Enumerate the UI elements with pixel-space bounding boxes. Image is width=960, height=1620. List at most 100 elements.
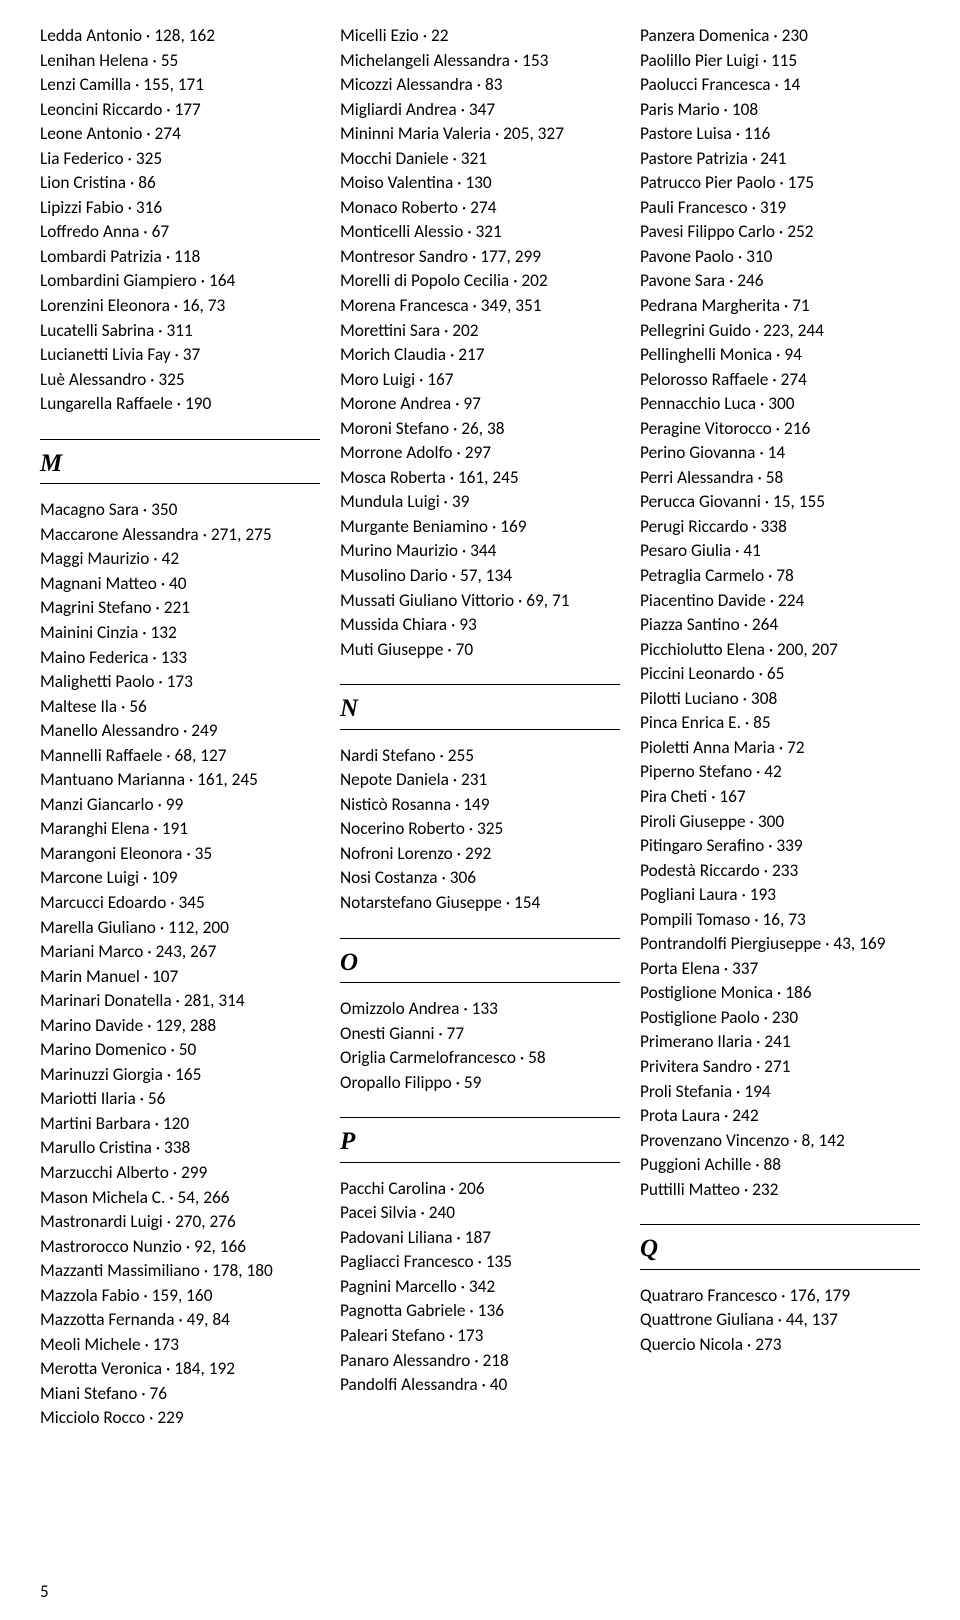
- index-entry: Muti Giuseppe · 70: [340, 638, 620, 663]
- index-entry: Maltese Ila · 56: [40, 695, 320, 720]
- index-entry: Maranghi Elena · 191: [40, 817, 320, 842]
- index-entry: Loffredo Anna · 67: [40, 220, 320, 245]
- index-entry: Perucca Giovanni · 15, 155: [640, 490, 920, 515]
- index-entry: Piacentino Davide · 224: [640, 589, 920, 614]
- index-entry: Lorenzini Eleonora · 16, 73: [40, 294, 320, 319]
- index-entry: Patrucco Pier Paolo · 175: [640, 171, 920, 196]
- index-entry: Postiglione Monica · 186: [640, 981, 920, 1006]
- index-entry: Lungarella Raffaele · 190: [40, 392, 320, 417]
- section-heading: P: [340, 1117, 620, 1163]
- section-heading: O: [340, 938, 620, 984]
- index-entry: Mussati Giuliano Vittorio · 69, 71: [340, 589, 620, 614]
- index-page: Ledda Antonio · 128, 162Lenihan Helena ·…: [0, 0, 960, 1620]
- index-entry: Marullo Cristina · 338: [40, 1136, 320, 1161]
- index-entry: Magnani Matteo · 40: [40, 572, 320, 597]
- index-entry: Marangoni Eleonora · 35: [40, 842, 320, 867]
- index-entry: Pioletti Anna Maria · 72: [640, 736, 920, 761]
- section-heading: Q: [640, 1224, 920, 1270]
- index-entry: Murino Maurizio · 344: [340, 539, 620, 564]
- index-entry: Nisticò Rosanna · 149: [340, 793, 620, 818]
- index-entry: Piperno Stefano · 42: [640, 760, 920, 785]
- index-entry: Lucatelli Sabrina · 311: [40, 319, 320, 344]
- index-entry: Pennacchio Luca · 300: [640, 392, 920, 417]
- index-entry: Petraglia Carmelo · 78: [640, 564, 920, 589]
- index-entry: Paleari Stefano · 173: [340, 1324, 620, 1349]
- index-entry: Morrone Adolfo · 297: [340, 441, 620, 466]
- index-entry: Mainini Cinzia · 132: [40, 621, 320, 646]
- index-entry: Panzera Domenica · 230: [640, 24, 920, 49]
- index-entry: Moiso Valentina · 130: [340, 171, 620, 196]
- index-entry: Piroli Giuseppe · 300: [640, 810, 920, 835]
- index-entry: Lombardi Patrizia · 118: [40, 245, 320, 270]
- index-entry: Moroni Stefano · 26, 38: [340, 417, 620, 442]
- index-entry: Mariani Marco · 243, 267: [40, 940, 320, 965]
- index-entry: Quercio Nicola · 273: [640, 1333, 920, 1358]
- index-column-2: Micelli Ezio · 22Michelangeli Alessandra…: [340, 24, 620, 1564]
- page-number: 5: [40, 1581, 49, 1602]
- index-entry: Pogliani Laura · 193: [640, 883, 920, 908]
- index-entry: Michelangeli Alessandra · 153: [340, 49, 620, 74]
- index-entry: Mazzotta Fernanda · 49, 84: [40, 1308, 320, 1333]
- index-entry: Mocchi Daniele · 321: [340, 147, 620, 172]
- index-entry: Maino Federica · 133: [40, 646, 320, 671]
- index-entry: Paolucci Francesca · 14: [640, 73, 920, 98]
- index-entry: Mastronardi Luigi · 270, 276: [40, 1210, 320, 1235]
- index-entry: Mosca Roberta · 161, 245: [340, 466, 620, 491]
- index-entry: Maccarone Alessandra · 271, 275: [40, 523, 320, 548]
- index-entry: Postiglione Paolo · 230: [640, 1006, 920, 1031]
- index-entry: Pavesi Filippo Carlo · 252: [640, 220, 920, 245]
- index-entry: Mininni Maria Valeria · 205, 327: [340, 122, 620, 147]
- index-entry: Nepote Daniela · 231: [340, 768, 620, 793]
- section-heading: N: [340, 684, 620, 730]
- index-entry: Paris Mario · 108: [640, 98, 920, 123]
- index-entry: Montresor Sandro · 177, 299: [340, 245, 620, 270]
- index-entry: Pelorosso Raffaele · 274: [640, 368, 920, 393]
- index-entry: Leone Antonio · 274: [40, 122, 320, 147]
- index-entry: Prota Laura · 242: [640, 1104, 920, 1129]
- index-entry: Pinca Enrica E. · 85: [640, 711, 920, 736]
- index-entry: Lipizzi Fabio · 316: [40, 196, 320, 221]
- index-entry: Nocerino Roberto · 325: [340, 817, 620, 842]
- index-entry: Quattrone Giuliana · 44, 137: [640, 1308, 920, 1333]
- index-entry: Pavone Sara · 246: [640, 269, 920, 294]
- index-entry: Merotta Veronica · 184, 192: [40, 1357, 320, 1382]
- index-entry: Morettini Sara · 202: [340, 319, 620, 344]
- index-entry: Leoncini Riccardo · 177: [40, 98, 320, 123]
- index-entry: Nosi Costanza · 306: [340, 866, 620, 891]
- index-entry: Morone Andrea · 97: [340, 392, 620, 417]
- index-entry: Perri Alessandra · 58: [640, 466, 920, 491]
- index-entry: Marinuzzi Giorgia · 165: [40, 1063, 320, 1088]
- index-entry: Marzucchi Alberto · 299: [40, 1161, 320, 1186]
- index-entry: Pedrana Margherita · 71: [640, 294, 920, 319]
- index-entry: Padovani Liliana · 187: [340, 1226, 620, 1251]
- index-entry: Podestà Riccardo · 233: [640, 859, 920, 884]
- index-entry: Perino Giovanna · 14: [640, 441, 920, 466]
- index-entry: Martini Barbara · 120: [40, 1112, 320, 1137]
- index-entry: Pilotti Luciano · 308: [640, 687, 920, 712]
- index-entry: Pesaro Giulia · 41: [640, 539, 920, 564]
- index-entry: Manzi Giancarlo · 99: [40, 793, 320, 818]
- index-entry: Pavone Paolo · 310: [640, 245, 920, 270]
- index-entry: Pagliacci Francesco · 135: [340, 1250, 620, 1275]
- index-entry: Maggi Maurizio · 42: [40, 547, 320, 572]
- section-heading: M: [40, 439, 320, 485]
- index-entry: Mazzanti Massimiliano · 178, 180: [40, 1259, 320, 1284]
- index-entry: Pompili Tomaso · 16, 73: [640, 908, 920, 933]
- index-entry: Lia Federico · 325: [40, 147, 320, 172]
- index-entry: Picchiolutto Elena · 200, 207: [640, 638, 920, 663]
- index-entry: Mariotti Ilaria · 56: [40, 1087, 320, 1112]
- index-entry: Panaro Alessandro · 218: [340, 1349, 620, 1374]
- index-column-1: Ledda Antonio · 128, 162Lenihan Helena ·…: [40, 24, 320, 1564]
- index-entry: Perugi Riccardo · 338: [640, 515, 920, 540]
- index-entry: Oropallo Filippo · 59: [340, 1071, 620, 1096]
- index-entry: Micelli Ezio · 22: [340, 24, 620, 49]
- index-entry: Quatraro Francesco · 176, 179: [640, 1284, 920, 1309]
- index-entry: Lucianetti Livia Fay · 37: [40, 343, 320, 368]
- index-entry: Malighetti Paolo · 173: [40, 670, 320, 695]
- index-entry: Marino Domenico · 50: [40, 1038, 320, 1063]
- index-entry: Macagno Sara · 350: [40, 498, 320, 523]
- index-entry: Pauli Francesco · 319: [640, 196, 920, 221]
- index-entry: Luè Alessandro · 325: [40, 368, 320, 393]
- index-entry: Mason Michela C. · 54, 266: [40, 1186, 320, 1211]
- index-entry: Marin Manuel · 107: [40, 965, 320, 990]
